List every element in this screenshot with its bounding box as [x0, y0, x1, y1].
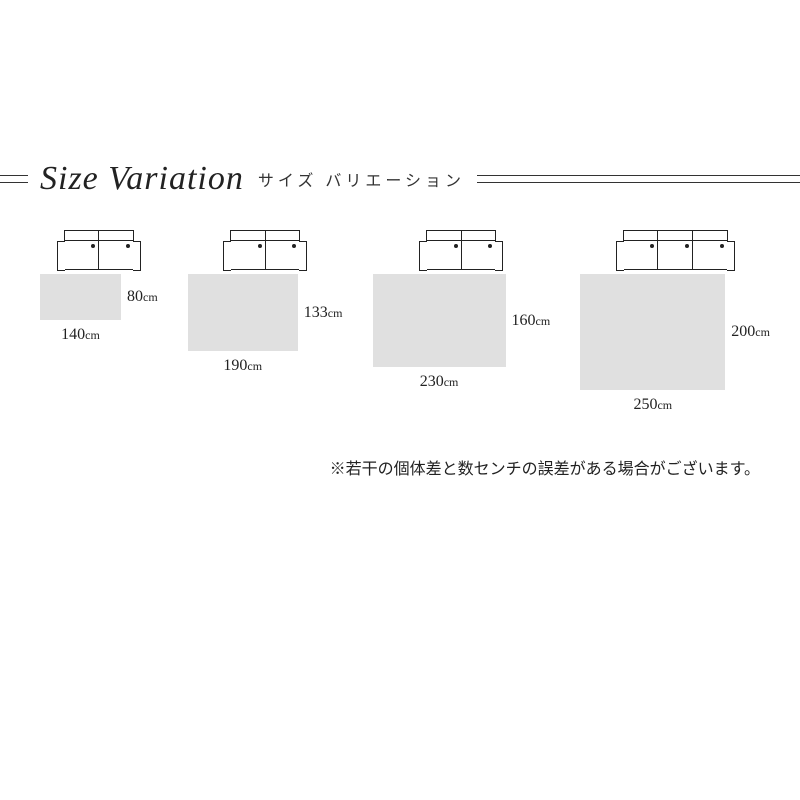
rug-rectangle [188, 274, 298, 351]
rug-rectangle [373, 274, 506, 367]
sofa-icon [426, 230, 496, 270]
size-variants-container: 80cm 140cm 133cm 190cm 160cm 230cm 200cm 250cm [40, 230, 770, 414]
size-variant: 160cm 230cm [373, 230, 551, 391]
width-label: 190cm [188, 357, 298, 375]
title-english: Size Variation [40, 160, 244, 198]
height-label: 160cm [512, 312, 551, 330]
divider-right [477, 175, 800, 183]
rug-rectangle [580, 274, 725, 390]
divider-left [0, 175, 28, 183]
sofa-icon [230, 230, 300, 270]
title-japanese: サイズ バリエーション [258, 167, 465, 191]
size-variant: 133cm 190cm [188, 230, 343, 375]
height-label: 133cm [304, 304, 343, 322]
rug-rectangle [40, 274, 121, 320]
width-label: 140cm [40, 326, 121, 344]
width-label: 230cm [373, 373, 506, 391]
sofa-icon [64, 230, 134, 270]
section-header: Size Variation サイズ バリエーション [0, 160, 800, 198]
size-variant: 200cm 250cm [580, 230, 770, 414]
size-variant: 80cm 140cm [40, 230, 158, 344]
width-label: 250cm [580, 396, 725, 414]
disclaimer-note: ※若干の個体差と数センチの誤差がある場合がございます。 [330, 455, 760, 479]
sofa-icon [623, 230, 728, 270]
height-label: 200cm [731, 323, 770, 341]
height-label: 80cm [127, 288, 158, 306]
